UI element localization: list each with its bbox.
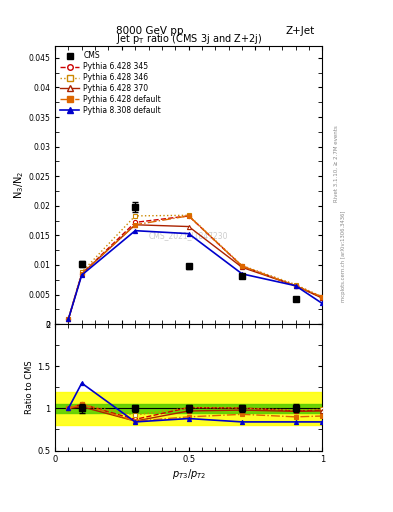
Title: Jet $\mathsf{p_T}$ ratio (CMS 3j and Z+2j): Jet $\mathsf{p_T}$ ratio (CMS 3j and Z+2… bbox=[116, 32, 262, 46]
Text: mcplots.cern.ch [arXiv:1306.3436]: mcplots.cern.ch [arXiv:1306.3436] bbox=[342, 210, 346, 302]
X-axis label: $p_{T3}/p_{T2}$: $p_{T3}/p_{T2}$ bbox=[171, 467, 206, 481]
Y-axis label: $\mathsf{N_3/N_2}$: $\mathsf{N_3/N_2}$ bbox=[12, 171, 26, 199]
Text: 8000 GeV pp: 8000 GeV pp bbox=[116, 26, 183, 36]
Legend: CMS, Pythia 6.428 345, Pythia 6.428 346, Pythia 6.428 370, Pythia 6.428 default,: CMS, Pythia 6.428 345, Pythia 6.428 346,… bbox=[58, 49, 163, 117]
Text: Z+Jet: Z+Jet bbox=[285, 26, 314, 36]
Text: Rivet 3.1.10, ≥ 2.7M events: Rivet 3.1.10, ≥ 2.7M events bbox=[334, 125, 338, 202]
Text: CMS_2021_I1847230: CMS_2021_I1847230 bbox=[149, 231, 228, 240]
Y-axis label: Ratio to CMS: Ratio to CMS bbox=[25, 360, 34, 414]
